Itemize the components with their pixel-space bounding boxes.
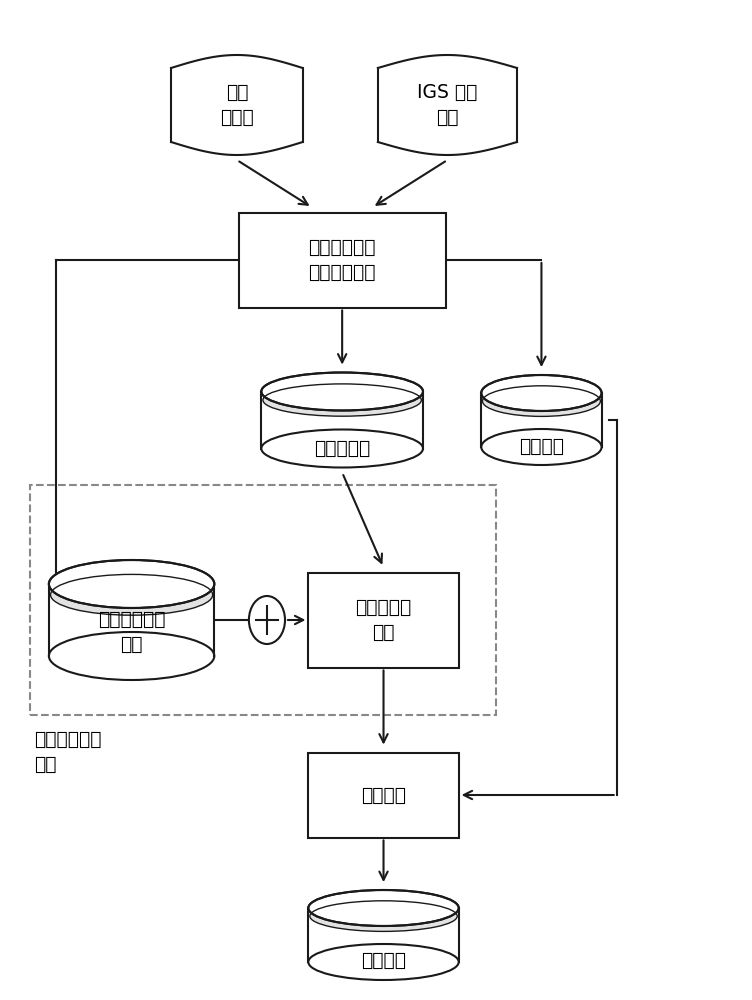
Polygon shape (262, 373, 423, 416)
Polygon shape (49, 584, 214, 656)
Polygon shape (171, 55, 302, 155)
Ellipse shape (262, 372, 423, 411)
Bar (30, 485, 496, 715)
Bar (239, 213, 445, 308)
Ellipse shape (262, 430, 423, 468)
Text: 轨道外推: 轨道外推 (361, 786, 406, 804)
Ellipse shape (308, 890, 459, 926)
Text: 简化动力学最
小二乘批处理: 简化动力学最 小二乘批处理 (308, 238, 376, 282)
Polygon shape (481, 375, 602, 416)
Bar (308, 752, 459, 838)
Text: 预报结果: 预报结果 (361, 950, 406, 970)
Circle shape (249, 596, 285, 644)
Polygon shape (308, 908, 459, 962)
Polygon shape (262, 392, 423, 448)
Bar (308, 572, 459, 668)
Text: 傅立叶级数
拟合: 傅立叶级数 拟合 (356, 598, 411, 642)
Text: 初始状态: 初始状态 (519, 437, 564, 456)
Ellipse shape (49, 632, 214, 680)
Text: 伪距
观测量: 伪距 观测量 (220, 83, 253, 127)
Polygon shape (378, 55, 517, 155)
Text: 经验加速度: 经验加速度 (314, 439, 370, 458)
Polygon shape (49, 560, 214, 615)
Ellipse shape (308, 944, 459, 980)
Ellipse shape (481, 375, 602, 411)
Ellipse shape (49, 560, 214, 608)
Text: 增强型动力学
模型: 增强型动力学 模型 (34, 730, 102, 774)
Text: 确定性动力学
模型: 确定性动力学 模型 (98, 610, 165, 654)
Polygon shape (308, 890, 459, 931)
Text: IGS 超快
星历: IGS 超快 星历 (417, 83, 478, 127)
Ellipse shape (481, 429, 602, 465)
Polygon shape (481, 393, 602, 447)
